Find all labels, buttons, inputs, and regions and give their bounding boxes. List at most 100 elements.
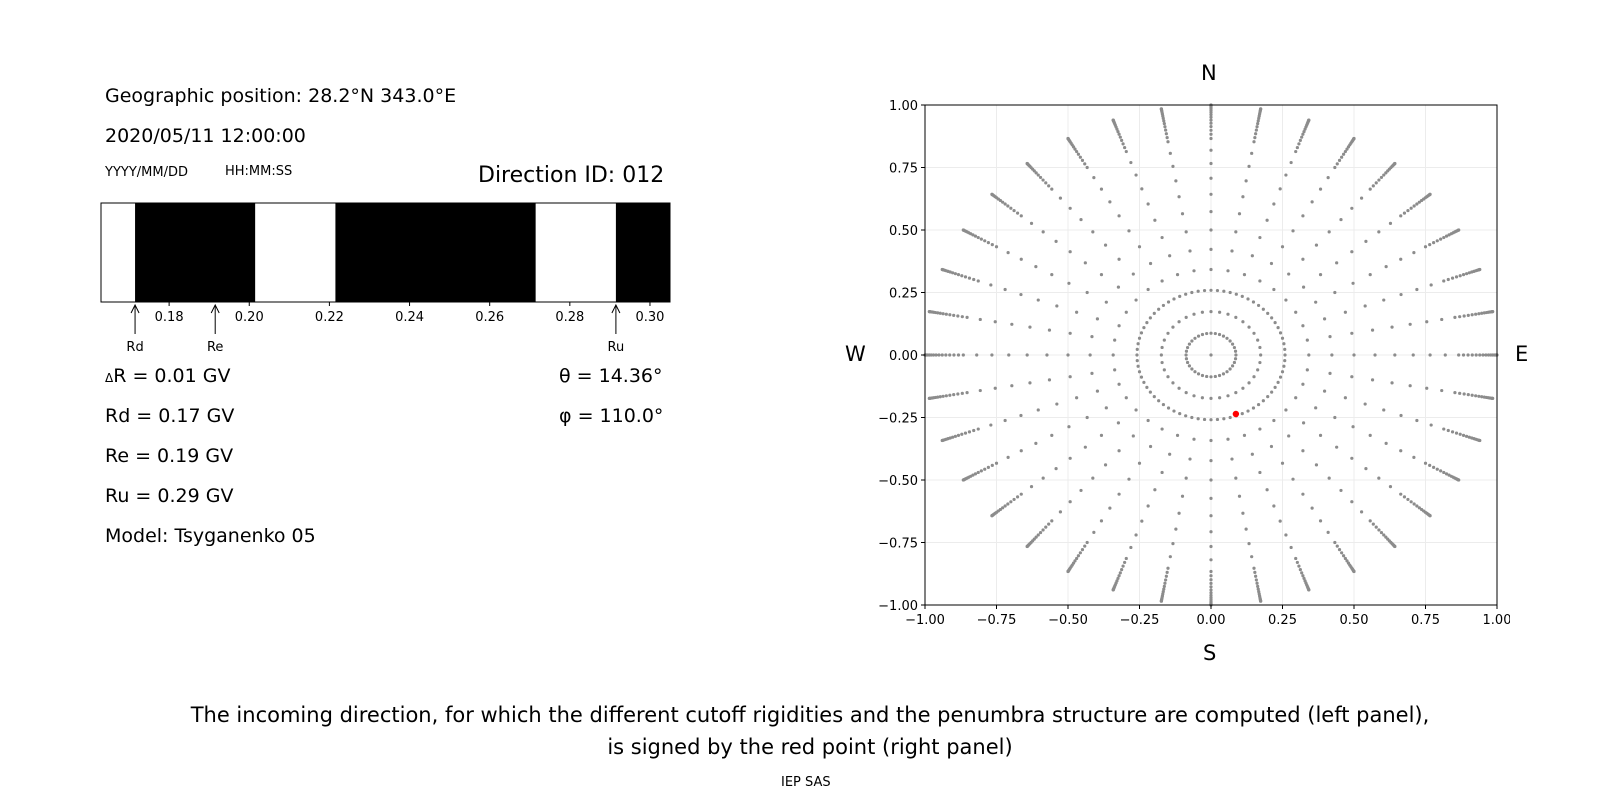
direction-point (1237, 494, 1242, 498)
penumbra-segment-allowed (255, 203, 336, 302)
direction-point (1258, 427, 1262, 431)
penumbra-tick-label: 0.20 (235, 310, 264, 325)
direction-point (1326, 176, 1330, 180)
direction-point (1166, 566, 1170, 570)
direction-point (1301, 257, 1305, 261)
model-name: Model: Tsyganenko 05 (105, 525, 316, 547)
direction-point (1442, 235, 1446, 240)
direction-point (1172, 297, 1176, 301)
marker-label-re: Re (207, 340, 223, 355)
direction-point (1103, 463, 1108, 467)
direction-point (1218, 396, 1222, 400)
direction-point (1095, 389, 1100, 393)
direction-point (1184, 349, 1189, 353)
direction-point (1159, 599, 1163, 603)
direction-point (1466, 393, 1470, 397)
direction-point (1374, 181, 1378, 185)
direction-point (1465, 272, 1469, 276)
direction-point (1180, 494, 1185, 498)
direction-point (1339, 217, 1343, 222)
direction-point (1258, 345, 1262, 350)
direction-point (940, 438, 944, 443)
direction-point (1184, 292, 1188, 296)
penumbra-segment-allowed (101, 203, 136, 302)
direction-point (1196, 417, 1200, 421)
direction-point (1209, 331, 1213, 335)
direction-point (1228, 339, 1232, 343)
direction-point (1209, 478, 1213, 482)
direction-point (1333, 540, 1337, 545)
direction-point (1259, 353, 1263, 357)
direction-point (1350, 500, 1354, 504)
x-tick-label: −0.25 (1120, 613, 1160, 628)
direction-point (1036, 298, 1040, 302)
y-tick-label: −0.75 (878, 537, 918, 552)
direction-point (1123, 560, 1127, 565)
direction-point (1300, 571, 1304, 575)
direction-point (1137, 245, 1142, 249)
direction-point (1137, 461, 1142, 465)
direction-point (1241, 195, 1245, 199)
direction-point (1175, 273, 1180, 277)
direction-point (1120, 568, 1124, 572)
direction-point (1066, 353, 1070, 357)
direction-point (1350, 206, 1354, 210)
direction-point (1423, 245, 1428, 249)
direction-point (960, 274, 964, 278)
direction-point (1079, 217, 1083, 222)
direction-point (1379, 175, 1384, 180)
direction-point (1302, 576, 1306, 581)
direction-point (1352, 569, 1356, 574)
direction-point (1164, 578, 1168, 582)
direction-point (1146, 287, 1150, 292)
direction-point (1259, 107, 1263, 111)
direction-point (1209, 136, 1213, 141)
direction-point (1099, 187, 1104, 191)
direction-point (1399, 292, 1403, 297)
direction-point (986, 241, 990, 245)
direction-point (973, 472, 978, 476)
direction-point (1374, 525, 1378, 529)
direction-point (1440, 388, 1444, 393)
direction-point (1352, 136, 1356, 141)
direction-point (1256, 587, 1260, 591)
direction-point (1406, 497, 1410, 502)
compass-north: N (1201, 61, 1217, 85)
direction-point (948, 353, 952, 357)
direction-point (1009, 206, 1013, 210)
direction-point (1139, 375, 1144, 379)
direction-point (1164, 574, 1168, 578)
direction-point (1050, 519, 1054, 523)
compass-south: S (1203, 641, 1217, 665)
direction-point (1478, 353, 1482, 357)
direction-point (1406, 208, 1410, 213)
direction-point (1116, 285, 1121, 289)
penumbra-tick-label: 0.26 (475, 310, 504, 325)
direction-point (1095, 317, 1100, 321)
direction-point (1481, 353, 1485, 357)
direction-point (940, 353, 944, 357)
direction-point (1382, 298, 1386, 302)
direction-point (1015, 495, 1020, 499)
direction-point (1337, 547, 1342, 552)
direction-point (1340, 551, 1344, 555)
direction-point (1474, 312, 1478, 316)
direction-point (1068, 500, 1072, 504)
direction-point (944, 312, 948, 316)
direction-point (1310, 200, 1314, 204)
direction-scatter-chart: −1.00 −0.75 −0.50 −0.25 0.00 0.25 0.50 0.75 1.00… (878, 99, 1510, 628)
marker-arrowhead-re (210, 303, 220, 314)
direction-point (1230, 249, 1234, 253)
direction-point (967, 276, 972, 280)
direction-point (1444, 472, 1449, 476)
direction-point (1090, 371, 1094, 375)
direction-point (1209, 247, 1213, 251)
direction-point (1178, 294, 1182, 298)
x-tick-label: −0.75 (977, 613, 1017, 628)
direction-point (1273, 321, 1277, 325)
direction-point (1160, 279, 1164, 283)
direction-point (1068, 331, 1072, 335)
direction-point (1278, 375, 1283, 379)
direction-point (1254, 578, 1258, 582)
direction-point (1368, 519, 1372, 523)
